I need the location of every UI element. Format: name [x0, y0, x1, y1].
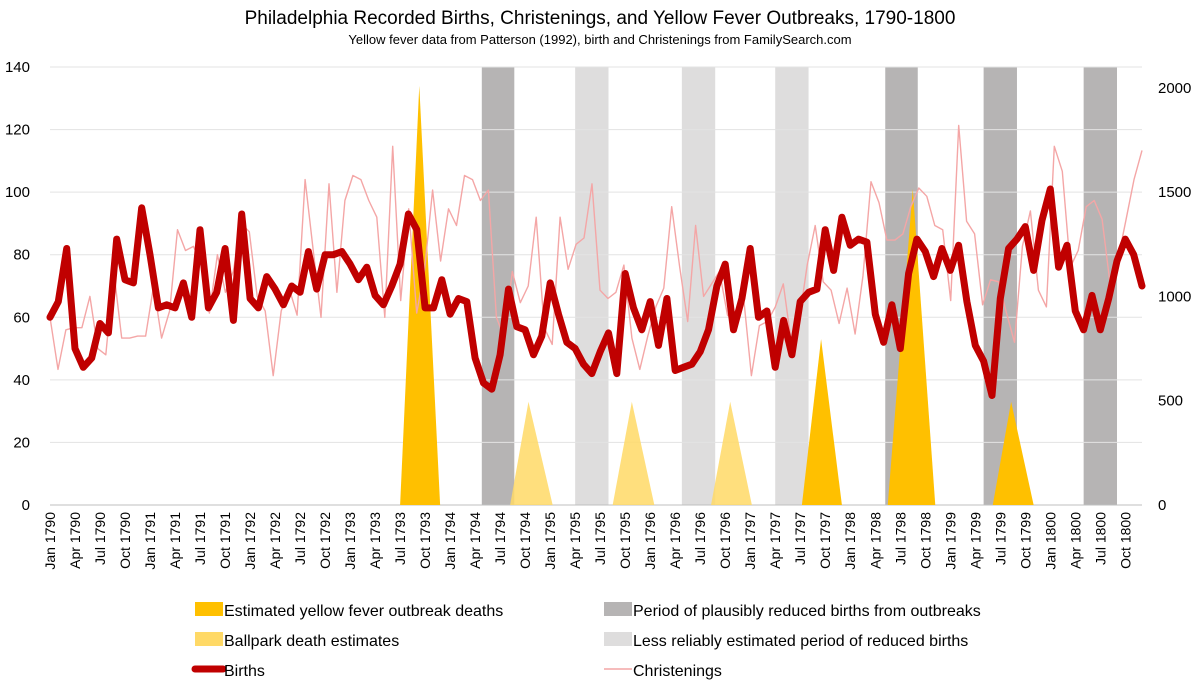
ballpark-deaths-1795: [612, 401, 655, 505]
outbreak-deaths-1799: [992, 401, 1034, 505]
x-tick-label: Oct 1797: [817, 512, 833, 569]
x-tick-label: Oct 1794: [517, 512, 533, 569]
legend-label-births: Births: [224, 663, 265, 680]
outbreak-deaths-1797: [801, 339, 842, 505]
legend-swatch-reliable: [604, 602, 632, 616]
x-tick-label: Apr 1792: [267, 512, 283, 569]
left-tick-label: 100: [5, 184, 30, 201]
left-tick-label: 20: [13, 434, 30, 451]
x-tick-label: Jul 1793: [392, 512, 408, 565]
x-tick-label: Jul 1791: [192, 512, 208, 565]
legend-swatch-ballpark: [195, 632, 223, 646]
less-reliable-band-4: [575, 67, 609, 505]
x-tick-label: Jan 1792: [242, 512, 258, 570]
left-tick-label: 80: [13, 247, 30, 264]
chart-title: Philadelphia Recorded Births, Christenin…: [245, 8, 956, 29]
legend-label-reliable: Period of plausibly reduced births from …: [633, 603, 981, 620]
x-tick-label: Jan 1793: [342, 512, 358, 570]
x-tick-label: Jan 1796: [642, 512, 658, 570]
right-tick-label: 1500: [1158, 184, 1191, 201]
x-tick-label: Apr 1790: [67, 512, 83, 569]
right-tick-label: 500: [1158, 393, 1183, 410]
x-tick-label: Oct 1790: [117, 512, 133, 569]
left-tick-label: 40: [13, 372, 30, 389]
x-tick-label: Jul 1795: [592, 512, 608, 565]
left-axis: 0 20 40 60 80 100 120 140: [5, 59, 30, 514]
x-tick-label: Jan 1795: [542, 512, 558, 570]
left-tick-label: 0: [22, 497, 30, 514]
x-tick-label: Apr 1793: [367, 512, 383, 569]
x-tick-label: Jul 1792: [292, 512, 308, 565]
x-tick-label: Oct 1792: [317, 512, 333, 569]
x-tick-label: Jan 1798: [842, 512, 858, 570]
x-tick-label: Oct 1798: [917, 512, 933, 569]
x-tick-label: Jan 1799: [942, 512, 958, 570]
ballpark-deaths-1794: [510, 401, 553, 505]
right-tick-label: 2000: [1158, 80, 1191, 97]
less-reliable-band-6: [775, 67, 809, 505]
x-tick-label: Apr 1799: [967, 512, 983, 569]
christenings-line: [49, 124, 1143, 377]
x-tick-label: Jan 1800: [1042, 512, 1058, 570]
x-tick-label: Jul 1797: [792, 512, 808, 565]
x-tick-label: Oct 1799: [1017, 512, 1033, 569]
legend-swatch-unreliable: [604, 632, 632, 646]
legend-label-ballpark: Ballpark death estimates: [224, 633, 399, 650]
births-line: [46, 185, 1146, 399]
x-tick-label: Apr 1791: [167, 512, 183, 569]
x-tick-label: Jul 1790: [92, 512, 108, 565]
x-tick-label: Apr 1800: [1067, 512, 1083, 569]
x-tick-label: Jul 1796: [692, 512, 708, 565]
x-tick-label: Oct 1800: [1117, 512, 1133, 569]
legend: Estimated yellow fever outbreak deaths P…: [191, 602, 981, 680]
x-tick-label: Jan 1790: [42, 512, 58, 570]
x-tick-label: Jul 1798: [892, 512, 908, 565]
x-tick-label: Jul 1794: [492, 512, 508, 565]
x-tick-label: Jan 1797: [742, 512, 758, 570]
legend-label-estimated: Estimated yellow fever outbreak deaths: [224, 603, 503, 620]
right-tick-label: 1000: [1158, 288, 1191, 305]
x-tick-label: Apr 1794: [467, 512, 483, 569]
left-tick-label: 60: [13, 309, 30, 326]
x-tick-label: Jul 1800: [1092, 512, 1108, 565]
legend-label-christenings: Christenings: [633, 663, 722, 680]
x-tick-label: Oct 1791: [217, 512, 233, 569]
right-axis: 0 500 1000 1500 2000: [1158, 80, 1191, 514]
x-tick-label: Apr 1798: [867, 512, 883, 569]
x-tick-label: Jul 1799: [992, 512, 1008, 565]
chart-subtitle: Yellow fever data from Patterson (1992),…: [348, 32, 851, 47]
x-tick-label: Apr 1796: [667, 512, 683, 569]
birth-lines: [46, 124, 1146, 399]
x-tick-label: Oct 1793: [417, 512, 433, 569]
outbreak-deaths-1798: [887, 189, 936, 505]
x-tick-label: Oct 1796: [717, 512, 733, 569]
legend-swatch-estimated: [195, 602, 223, 616]
x-tick-label: Jan 1794: [442, 512, 458, 570]
ballpark-deaths-1796: [711, 401, 752, 505]
x-tick-label: Jan 1791: [142, 512, 158, 570]
left-tick-label: 120: [5, 122, 30, 139]
x-tick-label: Apr 1797: [767, 512, 783, 569]
left-tick-label: 140: [5, 59, 30, 76]
legend-label-unreliable: Less reliably estimated period of reduce…: [633, 633, 968, 650]
x-tick-label: Apr 1795: [567, 512, 583, 569]
right-tick-label: 0: [1158, 497, 1166, 514]
x-tick-label: Oct 1795: [617, 512, 633, 569]
x-axis: Jan 1790 Apr 1790 Jul 1790 Oct 1790 Jan 1791…: [42, 512, 1133, 570]
reduced-birth-bands: [481, 67, 1117, 505]
